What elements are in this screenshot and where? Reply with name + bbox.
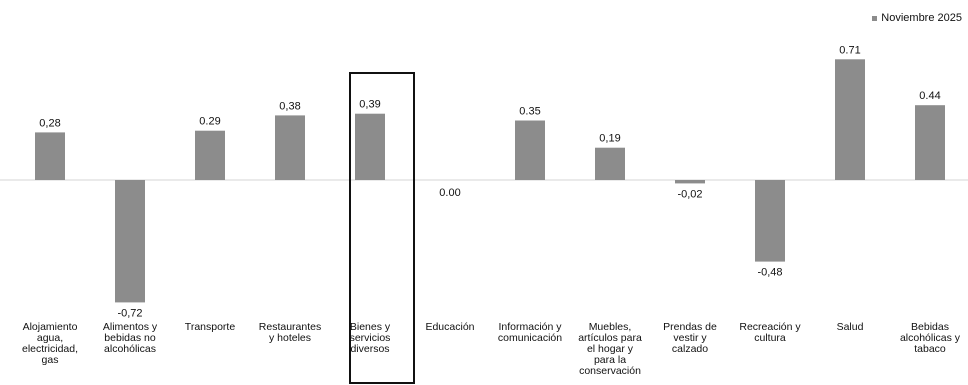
category-label-line: tabaco xyxy=(914,343,946,355)
bar xyxy=(115,180,145,303)
bar xyxy=(755,180,785,262)
category-label-line: calzado xyxy=(672,343,708,355)
data-label: -0,48 xyxy=(757,267,782,279)
category-label-line: Alimentos y xyxy=(103,321,158,333)
data-label: 0,39 xyxy=(359,99,380,111)
bar xyxy=(515,120,545,180)
category-label-line: Salud xyxy=(837,321,864,333)
category-label-line: gas xyxy=(42,354,59,366)
category-label-line: Muebles, xyxy=(589,321,632,333)
category-label-line: Bebidas xyxy=(911,321,949,333)
bar xyxy=(915,105,945,180)
bar xyxy=(275,115,305,180)
category-label: Salud xyxy=(837,321,864,333)
category-label: Bienes y servicios diversos xyxy=(350,321,391,355)
category-label-line: servicios xyxy=(350,332,391,344)
category-label-line: comunicación xyxy=(498,332,562,344)
category-label-line: Recreación y xyxy=(739,321,801,333)
data-label: -0,02 xyxy=(677,188,702,200)
bar xyxy=(35,132,65,180)
category-label: Bebidas alcohólicas y tabaco xyxy=(900,321,961,355)
category-label: Educación xyxy=(425,321,474,333)
category-label: Alojamiento agua, electricidad, gas xyxy=(22,321,78,366)
category-label-line: artículos para xyxy=(578,332,642,344)
category-label-line: cultura xyxy=(754,332,786,344)
category-label-line: alcohólicas xyxy=(104,343,156,355)
data-label: 0,19 xyxy=(599,133,620,145)
data-label: 0.44 xyxy=(919,90,940,102)
category-label: Prendas de vestir y calzado xyxy=(663,321,717,355)
category-label-line: diversos xyxy=(350,343,389,355)
category-label-line: Restaurantes xyxy=(259,321,321,333)
category-label-line: vestir y xyxy=(673,332,707,344)
category-label: Recreación y cultura xyxy=(739,321,801,344)
data-label: 0.35 xyxy=(519,106,540,118)
legend-label: Noviembre 2025 xyxy=(881,12,962,24)
category-label-line: el hogar y xyxy=(587,343,634,355)
data-label: 0,28 xyxy=(39,117,60,129)
category-label: Transporte xyxy=(185,321,236,333)
data-label: 0.71 xyxy=(839,44,860,56)
category-label-line: Alojamiento xyxy=(23,321,78,333)
category-label-line: Prendas de xyxy=(663,321,717,333)
category-label: Información y comunicación xyxy=(498,321,562,344)
category-label-line: conservación xyxy=(579,365,641,377)
data-label: 0,38 xyxy=(279,100,300,112)
category-label-line: Bienes y xyxy=(350,321,391,333)
bar xyxy=(195,130,225,180)
bar xyxy=(835,59,865,180)
bar xyxy=(355,113,385,180)
data-label: -0,72 xyxy=(117,307,142,319)
category-label-line: electricidad, xyxy=(22,343,78,355)
category-label: Restaurantes y hoteles xyxy=(259,321,321,344)
legend: Noviembre 2025 xyxy=(872,12,962,24)
category-label-line: para la xyxy=(594,354,626,366)
category-label-line: alcohólicas y xyxy=(900,332,961,344)
category-label-line: Transporte xyxy=(185,321,236,333)
bar xyxy=(675,180,705,184)
category-label-line: agua, xyxy=(37,332,63,344)
category-label-line: Información y xyxy=(498,321,562,333)
category-label: Alimentos y bebidas no alcohólicas xyxy=(103,321,158,355)
bar xyxy=(595,147,625,180)
category-label-line: y hoteles xyxy=(269,332,311,344)
highlight-box xyxy=(349,72,415,384)
category-label-line: Educación xyxy=(425,321,474,333)
data-label: 0.00 xyxy=(439,187,460,199)
category-label-line: bebidas no xyxy=(104,332,156,344)
category-label: Muebles, artículos para el hogar y para la c… xyxy=(578,321,642,377)
legend-swatch xyxy=(872,15,878,21)
data-label: 0.29 xyxy=(199,116,220,128)
